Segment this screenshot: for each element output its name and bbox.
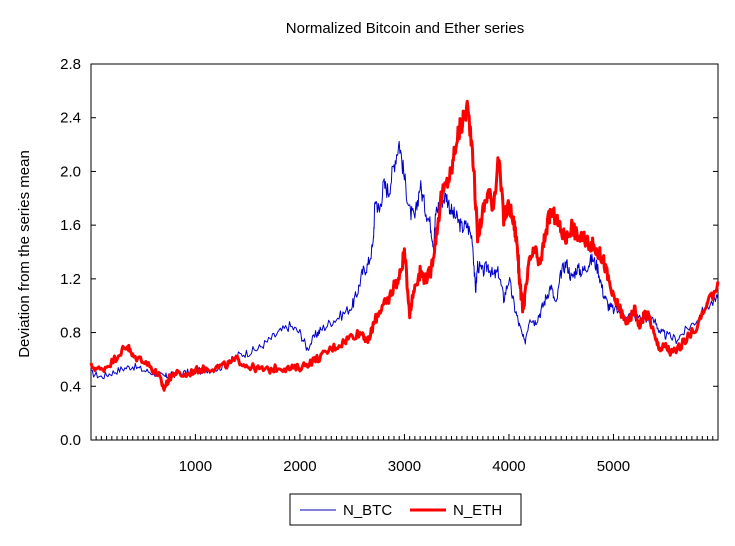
x-tick-label: 5000 <box>597 458 630 475</box>
chart-title: Normalized Bitcoin and Ether series <box>286 20 524 37</box>
y-tick-label: 0.0 <box>60 432 81 449</box>
x-tick-label: 3000 <box>388 458 421 475</box>
series-layer <box>89 99 720 392</box>
legend-items: N_BTC N_ETH <box>300 502 502 519</box>
y-tick-label: 2.4 <box>60 110 81 127</box>
legend: N_BTC N_ETH <box>289 493 522 526</box>
y-tick-label: 2.8 <box>60 56 81 73</box>
x-axis-ticks: 1000 2000 3000 4000 5000 <box>95 434 714 475</box>
y-axis-label: Deviation from the series mean <box>16 150 33 358</box>
y-tick-label: 2.0 <box>60 163 81 180</box>
x-tick-label: 1000 <box>179 458 212 475</box>
y-tick-label: 0.8 <box>60 325 81 342</box>
y-axis-ticks: 0.0 0.4 0.8 1.2 1.6 2.0 2.4 2.8 <box>60 56 718 449</box>
x-tick-label: 2000 <box>283 458 316 475</box>
y-tick-label: 0.4 <box>60 378 81 395</box>
y-tick-label: 1.2 <box>60 271 81 288</box>
series-line-n-btc <box>90 141 719 380</box>
y-tick-label: 1.6 <box>60 217 81 234</box>
legend-label-n-eth: N_ETH <box>453 502 502 519</box>
x-tick-label: 4000 <box>492 458 525 475</box>
series-line-n-eth <box>89 99 720 392</box>
legend-label-n-btc: N_BTC <box>343 502 392 519</box>
